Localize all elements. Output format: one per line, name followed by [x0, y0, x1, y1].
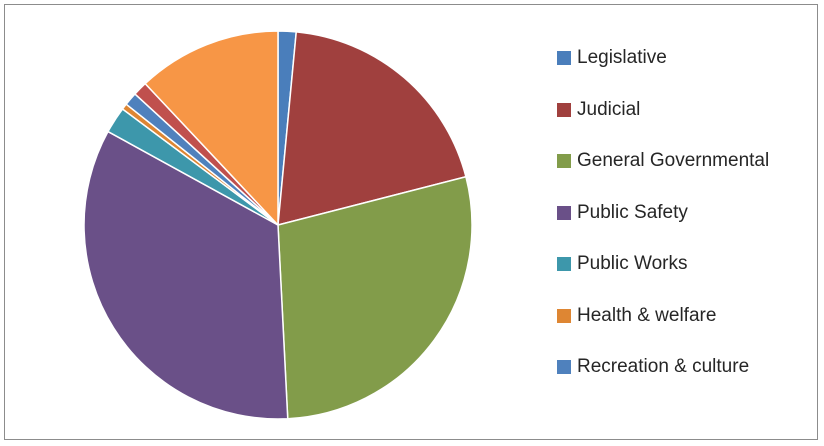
legend-swatch	[557, 154, 571, 168]
legend-swatch	[557, 257, 571, 271]
legend-item-legislative: Legislative	[557, 45, 769, 71]
legend-item-judicial: Judicial	[557, 97, 769, 123]
legend-label: General Governmental	[577, 150, 770, 171]
legend-swatch	[557, 308, 571, 323]
legend-item-recreation-culture: Recreation & culture	[557, 354, 769, 380]
legend-swatch	[557, 360, 571, 374]
legend-label: Public Safety	[577, 201, 688, 223]
pie-chart	[83, 30, 473, 420]
legend-label: Judicial	[577, 98, 641, 120]
legend-label: Legislative	[577, 47, 667, 68]
legend-item-health-welfare: Health & welfare	[557, 303, 769, 329]
legend-label: Recreation & culture	[577, 356, 750, 377]
chart-area: Legislative Judicial General Governmental P…	[4, 4, 818, 440]
legend-swatch	[557, 102, 571, 117]
legend-label: Health & welfare	[577, 304, 717, 326]
legend-label: Public Works	[577, 253, 688, 274]
pie-slice-unlabeled-8	[144, 30, 279, 226]
legend-item-public-works: Public Works	[557, 251, 769, 277]
legend: Legislative Judicial General Governmental P…	[557, 45, 769, 406]
legend-item-public-safety: Public Safety	[557, 200, 769, 226]
legend-item-general-governmental: General Governmental	[557, 148, 769, 174]
legend-swatch	[557, 51, 571, 65]
pie-slice-general-governmental	[277, 176, 473, 420]
legend-swatch	[557, 205, 571, 220]
pie-slice-judicial	[277, 31, 467, 226]
pie-slice-public-safety	[83, 130, 289, 420]
